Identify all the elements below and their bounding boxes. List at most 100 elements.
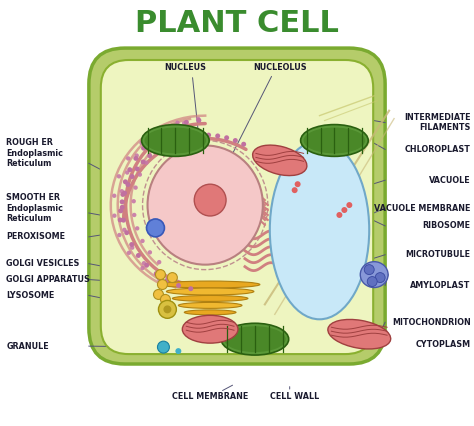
- Circle shape: [156, 129, 160, 133]
- Circle shape: [117, 174, 121, 178]
- Circle shape: [118, 208, 123, 213]
- Ellipse shape: [147, 145, 263, 265]
- Circle shape: [224, 135, 229, 140]
- Ellipse shape: [173, 296, 248, 302]
- Circle shape: [119, 189, 124, 193]
- Circle shape: [122, 227, 127, 232]
- Circle shape: [162, 143, 167, 148]
- Circle shape: [123, 179, 128, 184]
- Circle shape: [364, 265, 374, 275]
- Text: VACUOLE: VACUOLE: [429, 176, 471, 185]
- Circle shape: [233, 138, 238, 143]
- Circle shape: [142, 261, 146, 265]
- Text: CELL WALL: CELL WALL: [270, 392, 319, 401]
- Circle shape: [172, 124, 177, 129]
- Text: GRANULE: GRANULE: [6, 342, 49, 351]
- Circle shape: [140, 239, 145, 243]
- Circle shape: [367, 276, 377, 287]
- Circle shape: [167, 273, 177, 282]
- Circle shape: [157, 260, 161, 264]
- Circle shape: [184, 120, 189, 125]
- Ellipse shape: [304, 127, 365, 153]
- Circle shape: [135, 167, 140, 171]
- Circle shape: [127, 167, 132, 172]
- Text: LYSOSOME: LYSOSOME: [6, 291, 55, 300]
- Circle shape: [147, 153, 152, 158]
- Circle shape: [171, 139, 175, 144]
- Circle shape: [157, 278, 162, 282]
- Circle shape: [155, 270, 165, 279]
- Circle shape: [154, 271, 159, 276]
- Circle shape: [179, 136, 184, 141]
- Circle shape: [188, 134, 193, 139]
- Circle shape: [157, 273, 161, 278]
- Circle shape: [126, 156, 130, 161]
- Ellipse shape: [145, 127, 206, 153]
- Circle shape: [337, 212, 342, 218]
- Ellipse shape: [224, 326, 286, 352]
- Circle shape: [164, 128, 168, 132]
- Circle shape: [130, 174, 135, 179]
- Circle shape: [196, 117, 201, 121]
- Circle shape: [175, 348, 182, 354]
- Circle shape: [346, 202, 352, 208]
- Circle shape: [341, 207, 347, 213]
- Text: ROUGH ER
Endoplasmic
Reticulum: ROUGH ER Endoplasmic Reticulum: [6, 138, 63, 168]
- Circle shape: [126, 182, 130, 187]
- Circle shape: [141, 146, 146, 151]
- Circle shape: [157, 279, 167, 290]
- Ellipse shape: [221, 323, 289, 355]
- Circle shape: [132, 213, 137, 217]
- Text: RIBOSOME: RIBOSOME: [423, 222, 471, 230]
- Text: PEROXISOME: PEROXISOME: [6, 232, 65, 242]
- Circle shape: [118, 217, 123, 222]
- Circle shape: [129, 242, 134, 247]
- Circle shape: [163, 141, 167, 146]
- Circle shape: [157, 341, 169, 353]
- Circle shape: [139, 141, 144, 145]
- Text: CELL MEMBRANE: CELL MEMBRANE: [172, 392, 248, 401]
- Circle shape: [196, 118, 201, 123]
- Ellipse shape: [166, 288, 254, 295]
- Circle shape: [158, 300, 176, 318]
- Text: AMYLOPLAST: AMYLOPLAST: [410, 281, 471, 290]
- Circle shape: [161, 130, 165, 134]
- Text: SMOOTH ER
Endoplasmic
Reticulum: SMOOTH ER Endoplasmic Reticulum: [6, 193, 63, 223]
- Circle shape: [131, 199, 136, 203]
- Text: PLANT CELL: PLANT CELL: [135, 9, 339, 38]
- Circle shape: [150, 137, 155, 142]
- Circle shape: [295, 181, 301, 187]
- Circle shape: [164, 305, 172, 314]
- Circle shape: [174, 282, 179, 287]
- Circle shape: [119, 199, 125, 204]
- Circle shape: [175, 121, 180, 125]
- Ellipse shape: [182, 315, 238, 343]
- Circle shape: [135, 153, 139, 158]
- Ellipse shape: [270, 141, 369, 320]
- Ellipse shape: [360, 262, 388, 288]
- Circle shape: [120, 205, 125, 210]
- Ellipse shape: [301, 124, 368, 156]
- Circle shape: [206, 132, 211, 138]
- Circle shape: [112, 213, 117, 218]
- Circle shape: [144, 263, 149, 268]
- Circle shape: [241, 142, 246, 147]
- Text: CYTOPLASM: CYTOPLASM: [416, 340, 471, 348]
- Text: NUCLEOLUS: NUCLEOLUS: [253, 63, 307, 72]
- Circle shape: [122, 190, 127, 196]
- Text: MITOCHONDRION: MITOCHONDRION: [392, 318, 471, 327]
- FancyBboxPatch shape: [101, 60, 373, 354]
- Ellipse shape: [161, 281, 260, 288]
- Ellipse shape: [184, 310, 236, 315]
- Circle shape: [176, 283, 181, 288]
- Circle shape: [118, 208, 123, 213]
- FancyBboxPatch shape: [89, 48, 385, 364]
- Ellipse shape: [253, 145, 307, 176]
- Text: MICROTUBULE: MICROTUBULE: [406, 250, 471, 259]
- Text: GOLGI VESICLES: GOLGI VESICLES: [6, 259, 80, 268]
- Circle shape: [197, 133, 202, 138]
- Circle shape: [155, 147, 159, 153]
- Circle shape: [161, 294, 170, 305]
- Text: GOLGI APPARATUS: GOLGI APPARATUS: [6, 275, 90, 284]
- Circle shape: [127, 250, 131, 255]
